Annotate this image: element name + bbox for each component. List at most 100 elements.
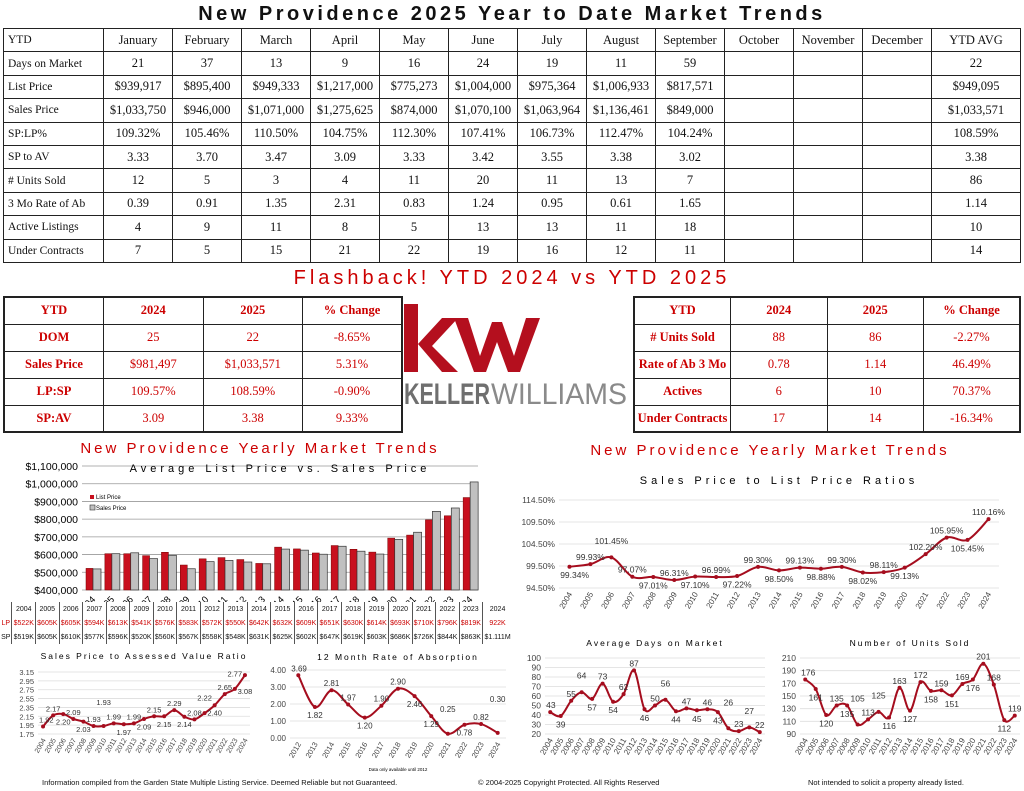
table-cell: Sales Price (3, 350, 104, 379)
table-cell: 104.24% (655, 121, 725, 146)
data-label: 1.82 (307, 711, 323, 720)
column-header: 2024 (730, 296, 828, 325)
table-cell: $596K (105, 630, 130, 644)
table-cell: -16.34% (923, 404, 1021, 433)
x-tick-label: 2019 (872, 590, 889, 610)
table-cell: 46.49% (923, 350, 1021, 379)
table-header-row: YTD 2024 2025% Change (3, 296, 403, 325)
data-label: 172 (913, 670, 927, 680)
x-tick-label: 2010 (189, 594, 212, 602)
data-label: 26 (724, 697, 734, 707)
y-tick-label: 60 (532, 691, 542, 701)
table-cell: 108.59% (202, 377, 303, 406)
bar-list-price (462, 497, 471, 591)
table-cell: 5 (172, 238, 242, 263)
table-cell: 11 (586, 215, 656, 240)
x-tick-label: 2014 (767, 590, 784, 610)
y-tick-label: 190 (782, 666, 796, 676)
chart-note: Data only available until 2012 (369, 767, 428, 772)
y-tick-label: $800,000 (34, 514, 78, 526)
bar-list-price (198, 558, 207, 591)
column-header: YTD (3, 27, 104, 53)
logo-wordmark-williams: WILLIAMS (491, 378, 627, 411)
data-point (860, 570, 865, 575)
table-cell: 0.61 (586, 191, 656, 217)
x-tick-label: 2024 (486, 741, 502, 760)
data-label: 159 (934, 678, 948, 688)
data-point (866, 717, 871, 722)
chart-title: Average List Price vs. Sales Price (130, 463, 431, 475)
table-cell: DOM (3, 323, 104, 352)
data-point (445, 731, 450, 736)
data-point (131, 721, 136, 726)
table-cell: $522K (11, 616, 36, 630)
column-header: August (586, 27, 656, 53)
y-tick-label: 4.00 (270, 666, 286, 675)
table-cell: $817,571 (655, 74, 725, 100)
table-cell: $576K (152, 616, 177, 630)
table-cell: $583K (176, 616, 201, 630)
table-cell: 13 (586, 168, 656, 193)
table-cell: $844K (435, 630, 460, 644)
data-point (970, 677, 975, 682)
data-point (296, 673, 301, 678)
column-header: 2006 (58, 602, 83, 616)
sp-to-lp-line-chart: Sales Price to List Price Ratios 94.50% 99… (521, 475, 1005, 610)
table-row: Days on Market 21 37 13 9 16 24 19 11 59 22 (3, 51, 1021, 76)
data-point (346, 702, 351, 707)
x-tick-label: 2018 (339, 594, 362, 602)
table-cell: 16 (379, 51, 449, 76)
table-cell: SP:LP% (3, 121, 104, 146)
y-tick-label: 2.55 (19, 695, 34, 704)
column-header: 2014 (246, 602, 271, 616)
y-tick-label: 70 (532, 682, 542, 692)
data-label: 2.81 (324, 679, 340, 688)
column-header: 2011 (176, 602, 201, 616)
bar-list-price (406, 534, 414, 591)
data-point (462, 722, 467, 727)
bar-sales-price (300, 549, 309, 591)
table-cell: $642K (246, 616, 271, 630)
table-cell: 110.50% (241, 121, 311, 146)
data-point (928, 688, 933, 693)
data-point (653, 703, 657, 708)
y-tick-label: $700,000 (34, 532, 78, 544)
table-cell: $1,033,750 (103, 98, 173, 123)
table-cell (862, 144, 932, 170)
x-tick-label: 2019 (358, 594, 381, 602)
table-cell (793, 51, 863, 76)
table-header-row: YTD January February March April May June July A… (3, 27, 1021, 53)
absorption-line-chart: 12 Month Rate of Absorption 0.00 1.00 2.00 3… (270, 652, 506, 772)
data-point (986, 517, 991, 522)
data-label: 169 (955, 672, 969, 682)
table-cell: 104.75% (310, 121, 380, 146)
data-point (797, 565, 802, 570)
data-label: 1.29 (423, 720, 439, 729)
column-header: 2016 (293, 602, 318, 616)
data-point (981, 661, 986, 666)
table-cell: $775,273 (379, 74, 449, 100)
section-title-right: New Providence Yearly Market Trends (590, 442, 950, 459)
chart-title: Sales Price to List Price Ratios (640, 475, 918, 487)
days-on-market-line-chart: Average Days on Market203040506070809010… (527, 638, 765, 756)
table-cell: 13 (448, 215, 518, 240)
table-cell: 9.33% (302, 404, 403, 433)
table-cell: 11 (586, 51, 656, 76)
x-tick-label: 2015 (283, 594, 306, 602)
x-tick-label: 2024 (453, 594, 476, 602)
table-row: DOM 25 22 -8.65% (3, 323, 403, 352)
bar-sales-price (394, 538, 404, 591)
table-cell: Under Contracts (633, 404, 731, 433)
data-point (242, 673, 247, 678)
data-label: 99.30% (744, 555, 773, 565)
table-cell: $710K (411, 616, 436, 630)
data-point (813, 687, 818, 692)
y-tick-label: 0.00 (270, 734, 286, 743)
column-header: April (310, 27, 380, 53)
data-label: 2.09 (66, 708, 81, 717)
y-tick-label: 2.00 (270, 700, 286, 709)
table-cell: LP (1, 619, 11, 627)
table-row: SP to AV 3.33 3.70 3.47 3.09 3.33 3.42 3.55 3.38… (3, 144, 1021, 170)
table-cell: 11 (379, 168, 449, 193)
data-point (329, 688, 334, 693)
